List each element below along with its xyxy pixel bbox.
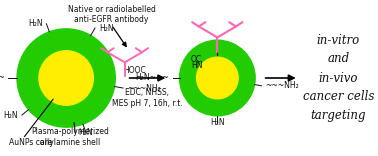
Ellipse shape (17, 29, 115, 127)
Text: ~~~NH₂: ~~~NH₂ (127, 83, 161, 93)
Text: Native or radiolabelled
anti-EGFR antibody: Native or radiolabelled anti-EGFR antibo… (68, 5, 155, 24)
Text: AuNPs core: AuNPs core (9, 138, 53, 147)
Text: H₂N: H₂N (210, 118, 225, 127)
Text: HOOC: HOOC (123, 66, 146, 76)
Ellipse shape (39, 51, 93, 105)
Ellipse shape (197, 57, 238, 99)
Text: HN: HN (191, 61, 202, 70)
Text: ~~~NH₂: ~~~NH₂ (265, 81, 299, 90)
Text: H₂N: H₂N (79, 128, 93, 137)
Text: H₂N: H₂N (28, 19, 43, 28)
Text: H₂N~~~: H₂N~~~ (0, 73, 5, 83)
Text: OC: OC (191, 55, 202, 64)
Ellipse shape (180, 40, 255, 116)
Text: H₂N: H₂N (3, 111, 18, 120)
Text: Plasma-polymerized
allylamine shell: Plasma-polymerized allylamine shell (31, 127, 109, 147)
Text: in-vitro
and
in-vivo
cancer cells
targeting: in-vitro and in-vivo cancer cells target… (303, 34, 374, 122)
Text: H₂N: H₂N (99, 24, 113, 32)
Text: H₂N~~~: H₂N~~~ (135, 73, 169, 83)
Text: EDC, NHSS,
MES pH 7, 16h, r.t.: EDC, NHSS, MES pH 7, 16h, r.t. (112, 88, 183, 107)
